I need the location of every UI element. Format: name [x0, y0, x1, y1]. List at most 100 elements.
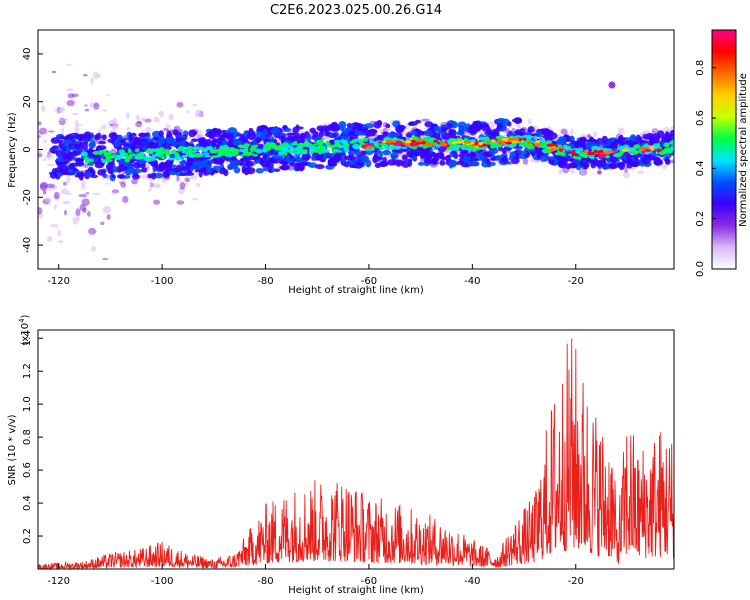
spectrogram-cell [179, 181, 186, 190]
spectrogram-cell [558, 148, 564, 153]
spectrogram-cell [66, 63, 72, 66]
spectrogram-cell [451, 140, 458, 145]
spectrogram-cell [340, 139, 349, 145]
chart-title: C2E6.2023.025.00.26.G14 [270, 3, 442, 18]
spectrogram-cell [593, 149, 598, 154]
spectrogram-cell [669, 159, 674, 164]
spectrogram-cell [527, 140, 532, 145]
spectrogram-cell [570, 128, 574, 137]
spectrogram-cell [46, 183, 56, 188]
snr-series-line [37, 338, 675, 571]
spectrogram-x-tick-label: -60 [361, 276, 377, 287]
spectrogram-cell [325, 142, 331, 147]
spectrogram-cell [495, 135, 502, 140]
spectrogram-cell [470, 161, 480, 167]
spectrogram-cell [641, 157, 652, 165]
spectrogram-cell [301, 152, 311, 161]
spectrogram-cell [194, 152, 202, 158]
spectrogram-cell [108, 151, 112, 155]
spectrogram-cell [53, 204, 57, 210]
spectrogram-cell [282, 124, 288, 130]
spectrogram-cell [253, 144, 259, 148]
spectrogram-cell [636, 134, 641, 141]
colorbar-ticks: 0.0 0.2 0.4 0.6 0.8 [695, 60, 716, 277]
spectrogram-cell [662, 150, 667, 155]
spectrogram-cell [649, 137, 655, 145]
spectrogram-cell [153, 116, 160, 123]
spectrogram-cell [617, 135, 623, 144]
spectrogram-cell [178, 140, 187, 148]
spectrogram-cell [331, 148, 337, 154]
spectrogram-cell [42, 139, 48, 144]
spectrogram-cell [408, 122, 415, 126]
spectrogram-cell [309, 146, 316, 150]
spectrogram-cell [188, 129, 197, 138]
spectrogram-cell [560, 157, 571, 162]
spectrogram-x-tick-label: -20 [568, 276, 584, 287]
spectrogram-cell [428, 139, 436, 142]
spectrogram-cell [526, 136, 532, 139]
spectrogram-cell [656, 148, 662, 152]
spectrogram-cell [131, 178, 138, 185]
spectrogram-cell [205, 166, 213, 173]
spectrogram-cell [136, 153, 144, 157]
spectrogram-cell [270, 127, 281, 136]
spectrogram-cell [664, 142, 670, 147]
spectrogram-cell [580, 169, 586, 177]
snr-frame [37, 329, 675, 570]
spectrogram-cell [67, 93, 75, 99]
spectrogram-cell [167, 157, 175, 161]
spectrogram-cell [204, 154, 211, 158]
spectrogram-cell [329, 144, 337, 149]
snr-x-tick-label: -20 [568, 576, 584, 587]
colorbar-tick-label: 0.0 [695, 261, 706, 277]
spectrogram-cell [425, 157, 434, 163]
spectrogram-cell [227, 153, 233, 157]
spectrogram-cell [279, 165, 290, 170]
spectrogram-cell [502, 148, 507, 155]
spectrogram-cell [158, 164, 166, 172]
spectrogram-cell [100, 221, 105, 226]
spectrogram-cell [349, 164, 357, 169]
spectrogram-cell [45, 154, 54, 160]
spectrogram-cell [50, 224, 59, 228]
spectrogram-cell [62, 200, 71, 205]
spectrogram-cell [143, 156, 150, 162]
spectrogram-cell [469, 125, 477, 131]
spectrogram-cell [87, 158, 94, 163]
spectrogram-cell [575, 150, 581, 154]
spectrogram-cell [122, 195, 129, 204]
spectrogram-cell [406, 132, 413, 139]
spectrogram-cell [390, 151, 399, 160]
spectrogram-cell [292, 151, 301, 155]
spectrogram-cell [98, 140, 107, 145]
spectrogram-cell [80, 180, 86, 186]
spectrogram-cell [141, 167, 148, 173]
spectrogram-cell [63, 181, 67, 186]
spectrogram-cell [570, 140, 577, 145]
spectrogram-cell [236, 133, 244, 137]
spectrogram-y-label: Frequency (Hz) [7, 112, 18, 188]
spectrogram-cell [622, 171, 630, 179]
spectrogram-cell [396, 124, 406, 130]
spectrogram-cell [435, 144, 441, 148]
snr-multiplier-base: (x10 [20, 323, 31, 346]
spectrogram-cell [490, 150, 495, 158]
spectrogram-cell [119, 152, 125, 156]
spectrogram-cell [221, 139, 227, 147]
spectrogram-cell [597, 138, 602, 142]
spectrogram-cell [313, 143, 318, 146]
spectrogram-cell [42, 158, 46, 162]
spectrogram-cell [61, 118, 69, 121]
spectrogram-cell [544, 135, 553, 142]
spectrogram-cell [312, 130, 319, 138]
spectrogram-cell [534, 142, 541, 147]
spectrogram-cell [347, 150, 357, 155]
spectrogram-cell [326, 153, 336, 157]
spectrogram-cell [82, 133, 92, 139]
spectrogram-cell [349, 155, 356, 161]
spectrogram-cell [255, 130, 265, 139]
spectrogram-cell [596, 150, 604, 154]
spectrogram-x-tick-label: -120 [47, 276, 70, 287]
spectrogram-cell [495, 155, 502, 161]
